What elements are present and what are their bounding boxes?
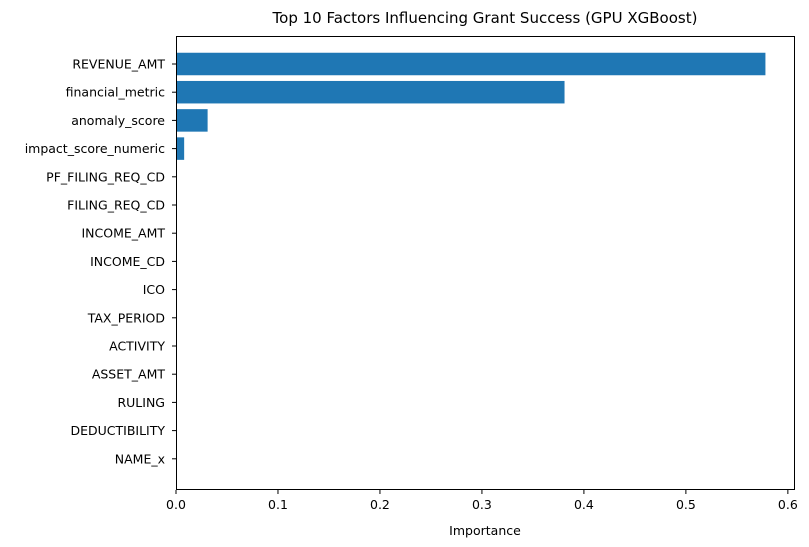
x-tick-label: 0.2 — [370, 497, 390, 512]
x-tick-label: 0.0 — [166, 497, 186, 512]
x-axis-label: Importance — [449, 523, 521, 538]
y-tick-label: INCOME_AMT — [81, 226, 165, 241]
chart-title: Top 10 Factors Influencing Grant Success… — [272, 9, 698, 27]
x-tick-label: 0.4 — [574, 497, 594, 512]
y-tick-label: ICO — [143, 282, 165, 297]
y-tick-label: DEDUCTIBILITY — [70, 423, 165, 438]
bar — [176, 80, 565, 104]
y-tick-label: RULING — [117, 395, 165, 410]
bar — [176, 109, 208, 132]
y-axis-ticks: REVENUE_AMT financial_metric anomaly_score… — [25, 57, 176, 466]
plot-frame — [176, 36, 795, 490]
x-tick-label: 0.1 — [268, 497, 288, 512]
y-tick-label: anomaly_score — [71, 113, 165, 128]
y-tick-label: TAX_PERIOD — [87, 310, 165, 325]
y-tick-label: PF_FILING_REQ_CD — [46, 169, 165, 184]
y-tick-label: FILING_REQ_CD — [67, 198, 165, 213]
y-tick-label: REVENUE_AMT — [72, 57, 165, 72]
y-tick-label: financial_metric — [66, 85, 165, 100]
x-tick-label: 0.3 — [472, 497, 492, 512]
y-tick-label: INCOME_CD — [90, 254, 165, 269]
y-tick-label: ASSET_AMT — [92, 367, 166, 382]
y-tick-label: ACTIVITY — [109, 339, 165, 354]
bar — [176, 52, 766, 76]
bar — [176, 137, 185, 160]
x-tick-label: 0.5 — [676, 497, 696, 512]
bars-layer — [176, 52, 766, 160]
y-tick-label: NAME_x — [115, 451, 165, 466]
x-axis-ticks: 0.0 0.1 0.2 0.3 0.4 0.5 0.6 — [166, 490, 798, 512]
x-tick-label: 0.6 — [778, 497, 798, 512]
y-tick-label: impact_score_numeric — [25, 141, 165, 156]
